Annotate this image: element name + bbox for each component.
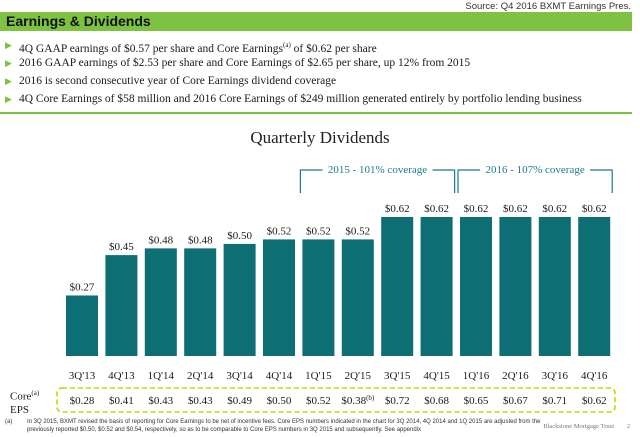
coverage-label-bg — [480, 162, 591, 176]
x-tick-label: 3Q'13 — [69, 370, 96, 382]
bar-value-label: $0.62 — [542, 203, 567, 215]
bar — [66, 295, 98, 356]
footnote-marker: (a) — [283, 41, 291, 49]
bar-value-label: $0.45 — [109, 241, 134, 253]
divider — [0, 112, 632, 114]
core-eps-value: $0.65 — [464, 395, 489, 407]
core-eps-value: $0.72 — [385, 395, 410, 407]
bullet-item: ▶ 2016 is second consecutive year of Core… — [5, 72, 635, 90]
bar-value-label: $0.62 — [385, 203, 410, 215]
x-tick-label: 1Q'14 — [148, 370, 175, 382]
arrow-bullet-icon: ▶ — [5, 40, 12, 50]
core-eps-label-sup: (a) — [31, 389, 40, 397]
core-eps-value: $0.28 — [70, 395, 95, 407]
page-title: Earnings & Dividends — [6, 13, 151, 29]
x-tick-label: 3Q'15 — [384, 370, 411, 382]
x-tick-label: 2Q'15 — [345, 370, 372, 382]
chart-title: Quarterly Dividends — [250, 128, 390, 147]
arrow-bullet-icon: ▶ — [5, 94, 12, 104]
x-tick-label: 1Q'15 — [305, 370, 332, 382]
coverage-label-bg — [322, 162, 433, 176]
bar — [302, 239, 335, 356]
core-eps-value: $0.67 — [503, 395, 528, 407]
arrow-bullet-icon: ▶ — [5, 58, 12, 68]
core-eps-value: $0.43 — [188, 395, 213, 407]
core-eps-label: Core(a) EPS — [10, 387, 39, 417]
footnote-text: In 3Q 2015, BXMT revised the basis of re… — [27, 419, 541, 433]
bar — [538, 217, 571, 356]
page-number: 2 — [627, 424, 630, 430]
core-eps-value: $0.49 — [227, 395, 252, 407]
bar-value-label: $0.50 — [227, 230, 252, 242]
core-eps-footnote-marker: (b) — [366, 394, 375, 402]
brand-name: Blackstone Mortgage Trust — [543, 423, 614, 430]
bar — [578, 217, 611, 356]
core-eps-label-line1: Core — [10, 390, 32, 403]
bar-value-label: $0.62 — [582, 203, 607, 215]
x-tick-label: 4Q'15 — [423, 370, 450, 382]
bar-value-label: $0.52 — [306, 225, 331, 237]
x-tick-label: 4Q'14 — [266, 370, 293, 382]
x-tick-label: 3Q'14 — [226, 370, 253, 382]
core-eps-value: $0.41 — [109, 395, 134, 407]
coverage-label: 2016 - 107% coverage — [485, 164, 584, 176]
x-tick-label: 4Q'13 — [108, 370, 135, 382]
core-eps-value: $0.71 — [542, 395, 567, 407]
bullet-item: ▶ 2016 GAAP earnings of $2.53 per share a… — [5, 54, 635, 72]
core-eps-label-line2: EPS — [10, 403, 29, 416]
coverage-label: 2015 - 101% coverage — [328, 164, 427, 176]
bar — [341, 239, 374, 356]
bullet-item: ▶ 4Q Core Earnings of $58 million and 201… — [5, 90, 635, 108]
bullet-text-tail: of $0.62 per share — [290, 42, 377, 55]
bar-value-label: $0.62 — [424, 203, 449, 215]
x-tick-label: 2Q'14 — [187, 370, 214, 382]
bar — [420, 217, 453, 356]
x-tick-label: 1Q'16 — [463, 370, 490, 382]
bullet-list: ▶ 4Q GAAP earnings of $0.57 per share and… — [5, 36, 635, 108]
bar — [381, 217, 414, 356]
bar — [460, 217, 492, 356]
bar-value-label: $0.62 — [503, 203, 528, 215]
bullet-text: 2016 is second consecutive year of Core … — [19, 75, 337, 87]
footnote-tag: (a) — [5, 419, 13, 425]
title-bar: Earnings & Dividends — [0, 12, 632, 31]
bar — [105, 255, 138, 356]
bar — [499, 217, 532, 356]
core-eps-box — [56, 387, 616, 413]
core-eps-value: $0.68 — [424, 395, 449, 407]
source-note: Source: Q4 2016 BXMT Earnings Pres. — [465, 1, 631, 12]
bar-value-label: $0.27 — [70, 281, 95, 293]
bar — [184, 248, 217, 356]
core-eps-value: $0.50 — [267, 395, 292, 407]
x-tick-label: 2Q'16 — [502, 370, 529, 382]
bar-value-label: $0.52 — [345, 225, 370, 237]
core-eps-value: $0.43 — [148, 395, 173, 407]
core-eps-value: $0.38(b) — [341, 394, 375, 407]
bar-value-label: $0.48 — [188, 234, 213, 246]
footnote: (a) In 3Q 2015, BXMT revised the basis o… — [5, 418, 635, 434]
bar-value-label: $0.62 — [464, 203, 489, 215]
bar — [263, 239, 295, 356]
arrow-bullet-icon: ▶ — [5, 76, 12, 86]
bullet-text: 4Q Core Earnings of $58 million and 2016… — [19, 93, 582, 105]
bar-value-label: $0.52 — [267, 225, 292, 237]
x-tick-label: 3Q'16 — [542, 370, 569, 382]
core-eps-value: $0.52 — [306, 395, 331, 407]
core-eps-value: $0.62 — [582, 395, 607, 407]
bar — [144, 248, 177, 356]
bullet-text: 2016 GAAP earnings of $2.53 per share an… — [19, 57, 471, 69]
bar — [223, 243, 256, 356]
bullet-text: 4Q GAAP earnings of $0.57 per share and … — [19, 42, 284, 55]
bullet-item: ▶ 4Q GAAP earnings of $0.57 per share and… — [5, 36, 635, 55]
x-tick-label: 4Q'16 — [581, 370, 608, 382]
bar-value-label: $0.48 — [148, 234, 173, 246]
